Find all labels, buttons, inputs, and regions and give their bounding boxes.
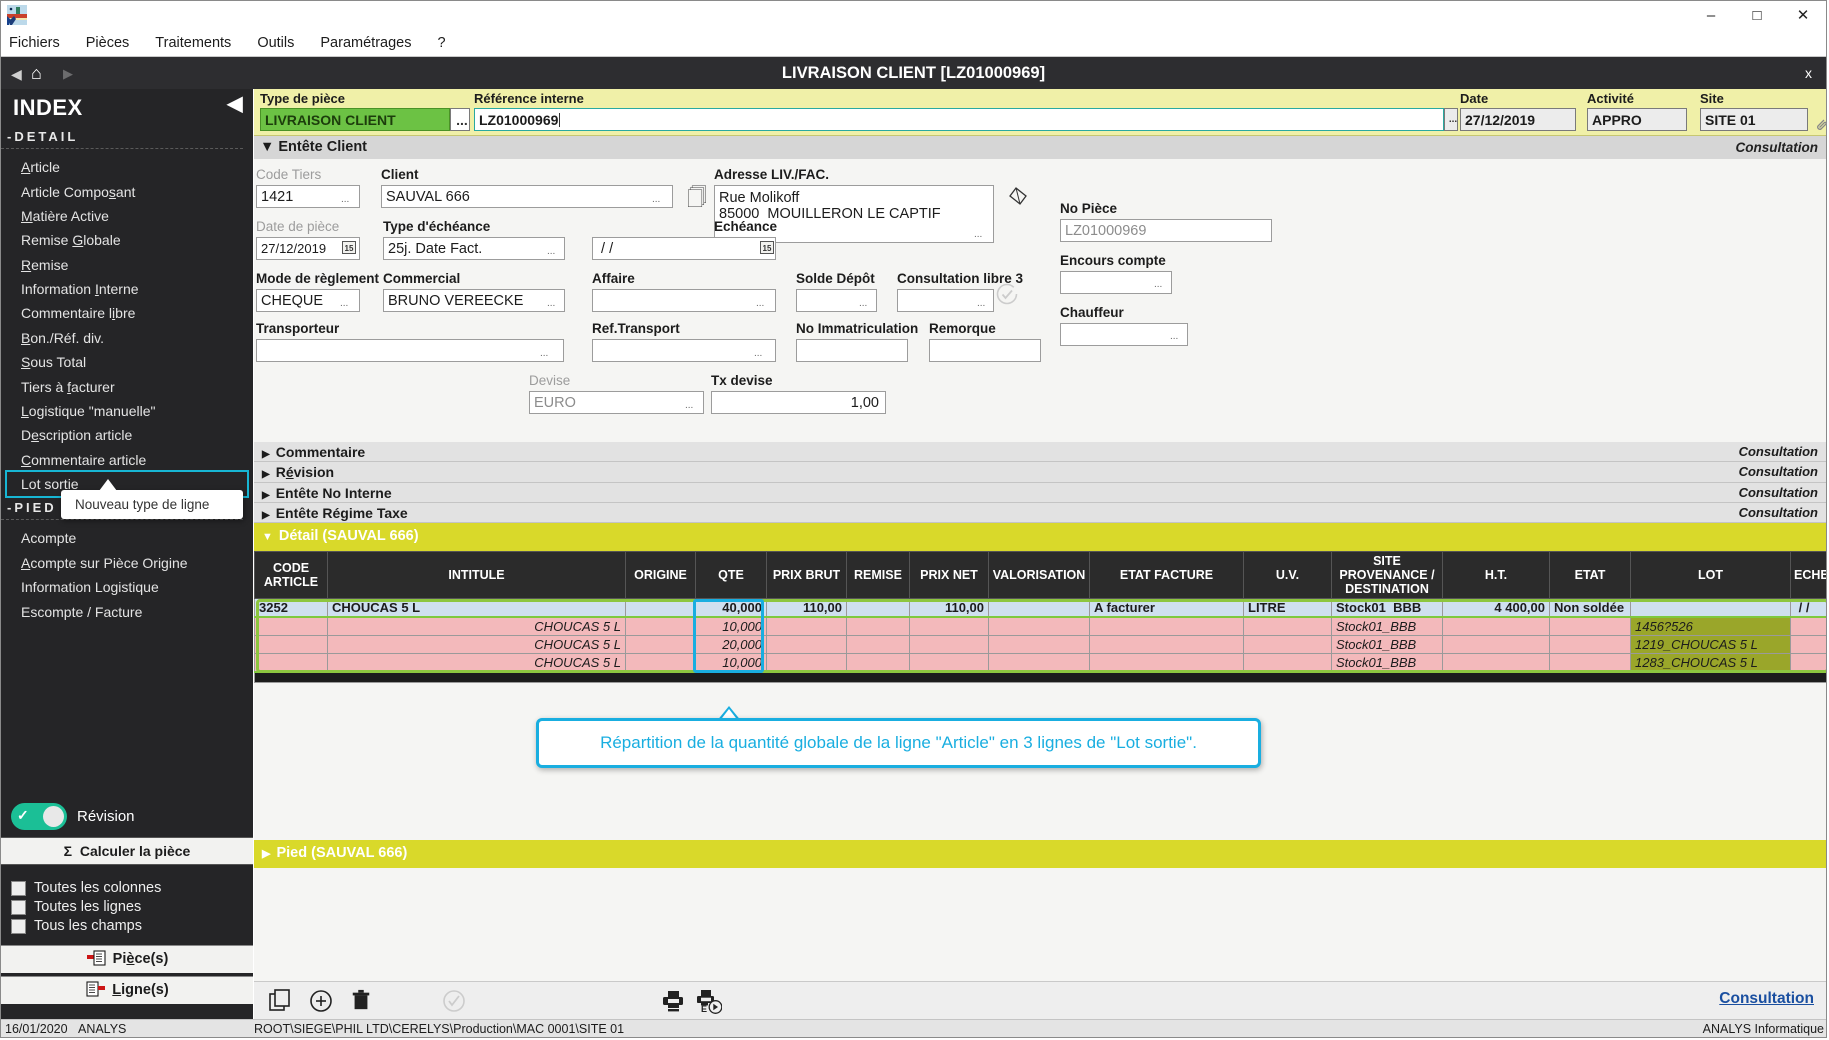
- svg-text:E: E: [701, 1004, 707, 1014]
